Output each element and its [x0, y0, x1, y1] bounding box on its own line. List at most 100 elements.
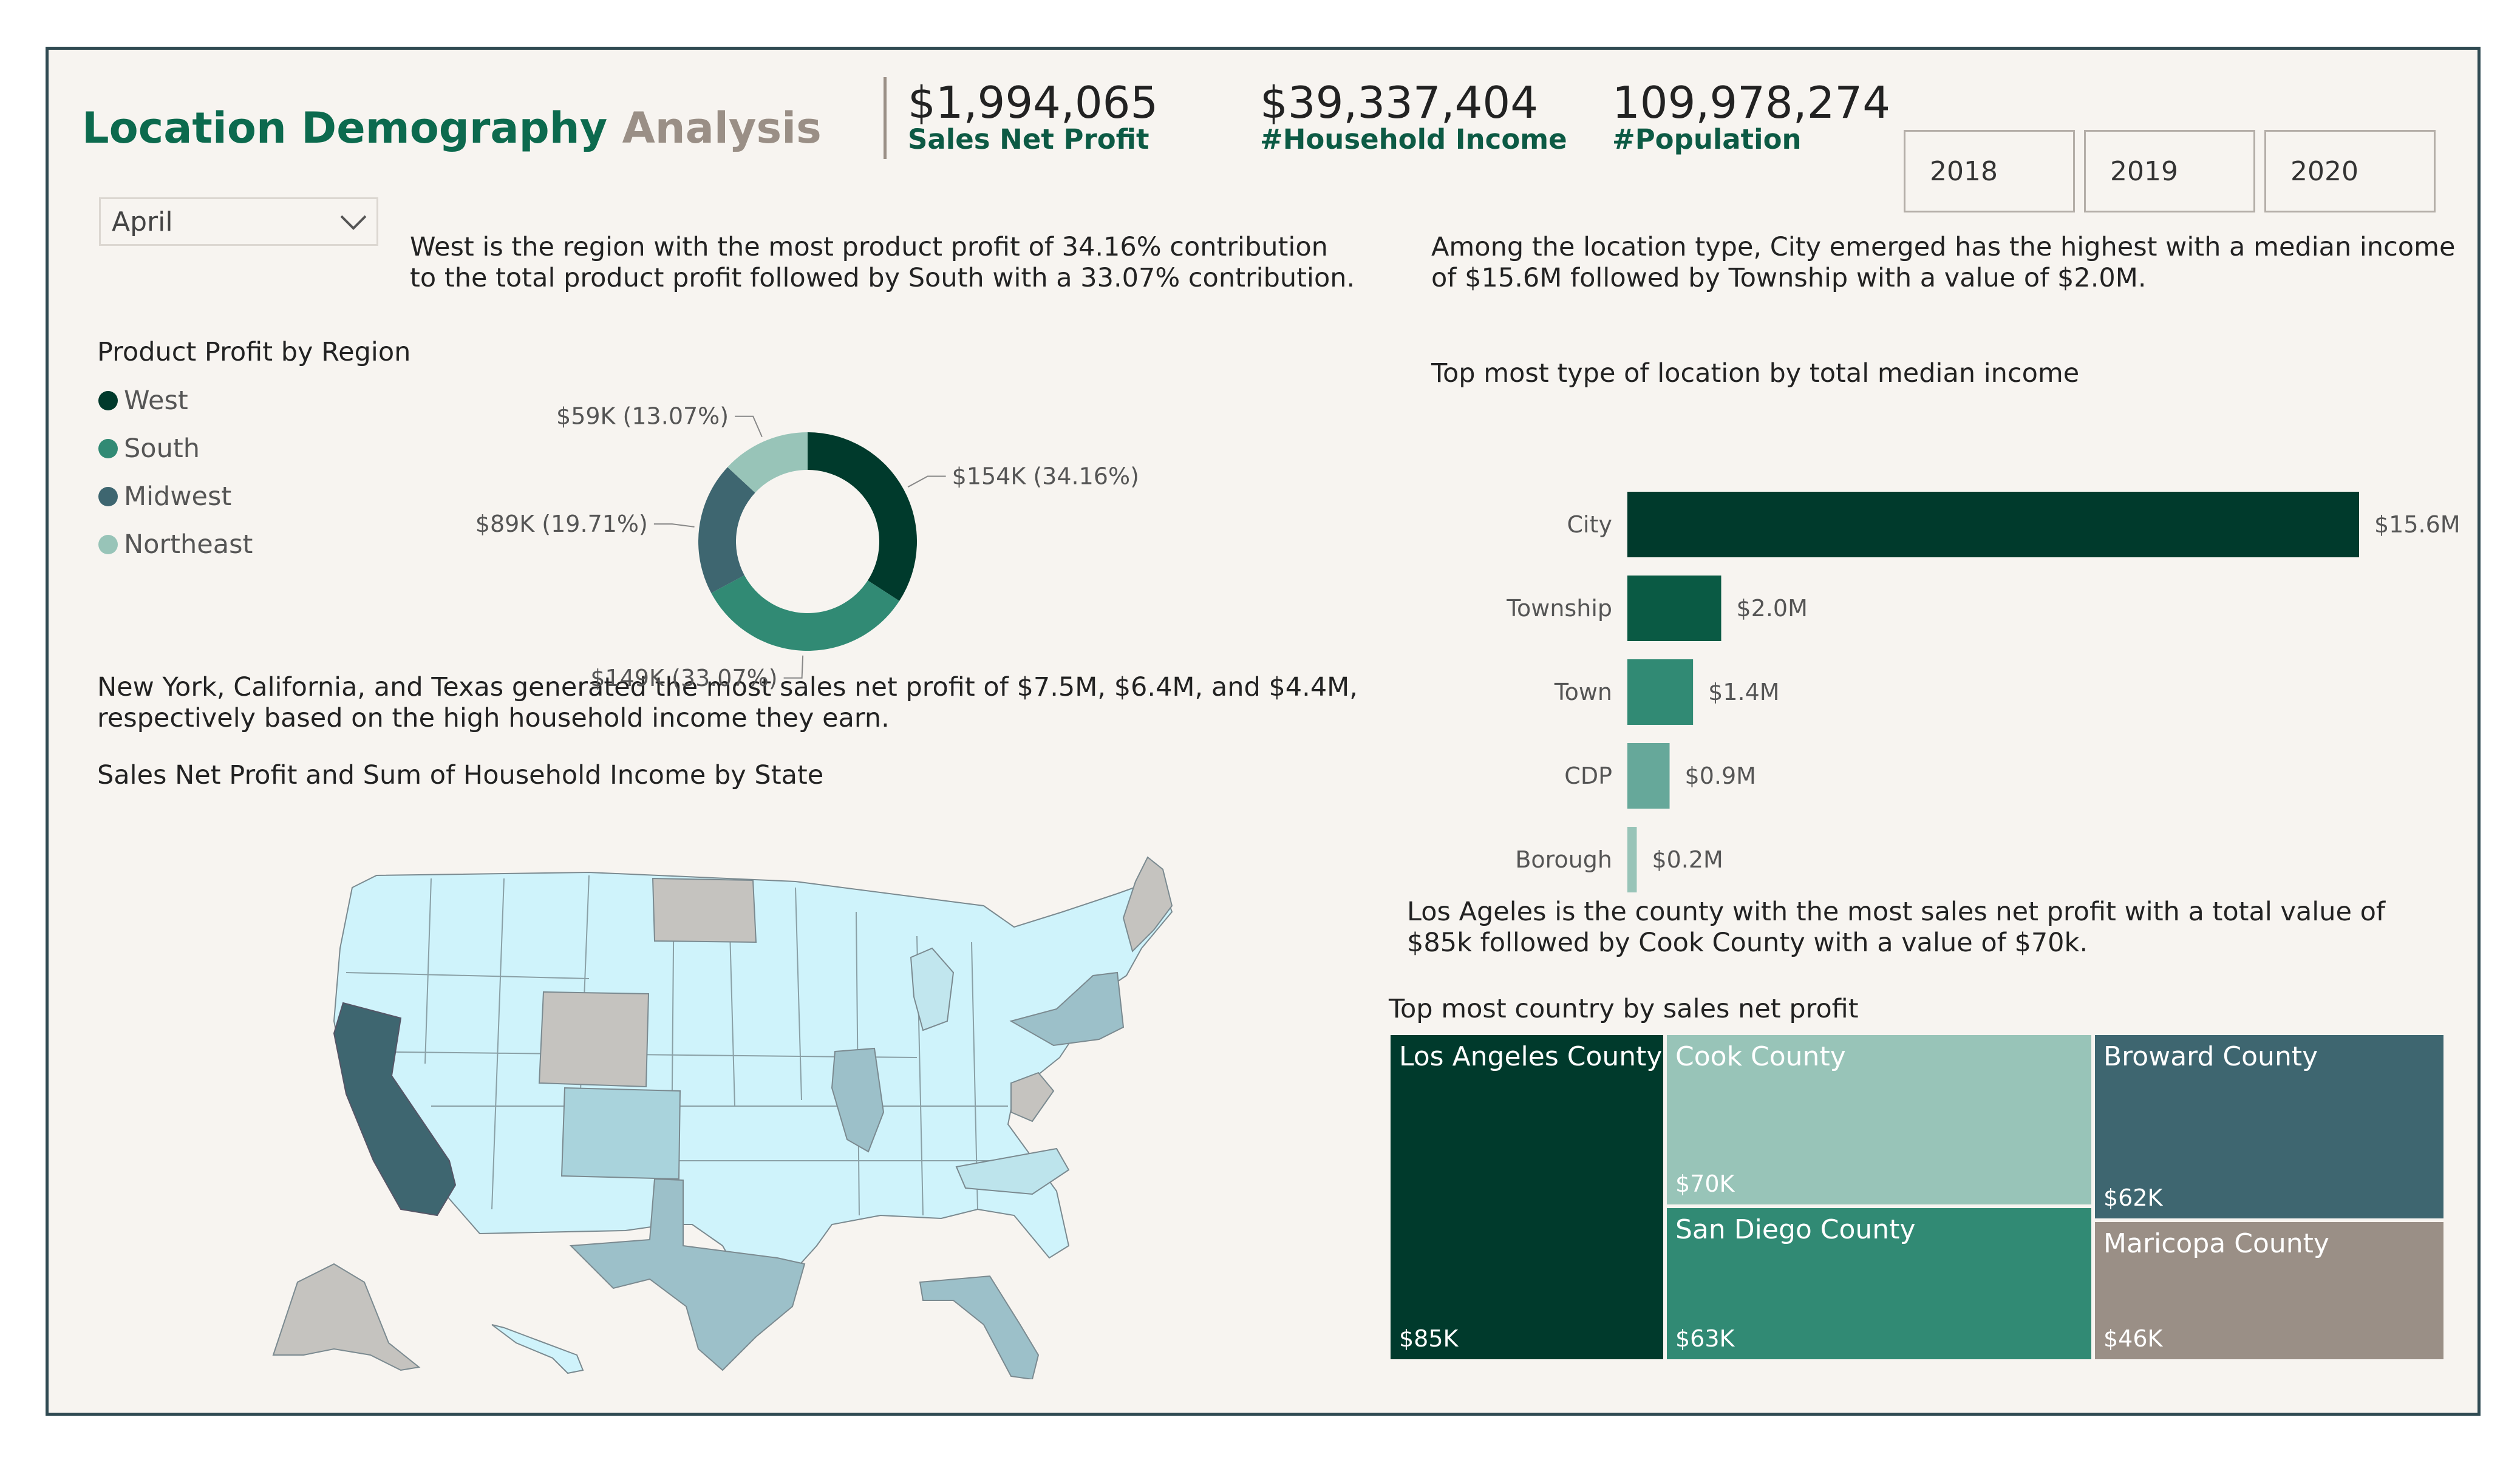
map-state-colorado[interactable]: [560, 1087, 681, 1180]
map-state-alaska[interactable]: [272, 1263, 421, 1371]
legend-marker: [98, 487, 118, 506]
legend-marker: [98, 535, 118, 554]
donut-data-label-midwest: $89K (19.71%): [475, 511, 648, 537]
year-button-2018[interactable]: 2018: [1904, 130, 2075, 212]
insight-region: West is the region with the most product…: [410, 232, 1355, 293]
donut-data-label-south: $149K (33.07%): [590, 665, 777, 691]
kpi-label: #Population: [1612, 123, 1802, 155]
treemap-cell-san-diego[interactable]: San Diego County $63K: [1665, 1206, 2093, 1361]
bar-city[interactable]: [1627, 492, 2359, 557]
kpi-sales-net-profit: $1,994,065 Sales Net Profit: [908, 77, 1158, 155]
legend-label: South: [124, 433, 200, 464]
legend-item-south[interactable]: South: [98, 433, 200, 464]
donut-leader-line: [735, 415, 763, 438]
legend-label: West: [124, 385, 188, 416]
kpi-population: 109,978,274 #Population: [1612, 77, 1890, 155]
us-state-map: [272, 856, 1173, 1379]
donut-data-label-northeast: $59K (13.07%): [556, 403, 729, 430]
chevron-down-icon: [340, 215, 367, 230]
month-dropdown[interactable]: April: [99, 197, 378, 246]
donut-leader-line: [653, 523, 695, 528]
treemap-cell-label: San Diego County: [1675, 1214, 1916, 1245]
kpi-value: $1,994,065: [908, 77, 1159, 128]
map-state-hawaii[interactable]: [491, 1324, 584, 1374]
treemap-cell-broward[interactable]: Broward County $62K: [2093, 1033, 2445, 1220]
map-state-illinois[interactable]: [831, 1047, 885, 1153]
donut-slice-south[interactable]: [711, 575, 900, 651]
legend-item-northeast[interactable]: Northeast: [98, 529, 253, 560]
map-state-michigan[interactable]: [910, 947, 955, 1031]
kpi-label: Sales Net Profit: [908, 123, 1149, 155]
month-dropdown-value: April: [112, 206, 173, 237]
treemap-chart: Los Angeles County $85K Cook County $70K…: [1389, 1033, 2445, 1361]
donut-slice-midwest[interactable]: [698, 467, 755, 593]
bar-category-label: Township: [1506, 595, 1612, 622]
kpi-value: $39,337,404: [1260, 77, 1539, 128]
donut-data-label-west: $154K (34.16%): [952, 463, 1139, 490]
bar-category-label: Town: [1554, 679, 1612, 705]
map-state-new-york[interactable]: [1009, 971, 1125, 1047]
map-state-maine[interactable]: [1122, 856, 1173, 953]
insight-location-type: Among the location type, City emerged ha…: [1431, 232, 2456, 293]
donut-chart: $154K (34.16%) $149K (33.07%) $89K (19.71%…: [475, 403, 1139, 691]
bar-data-label: $15.6M: [2374, 511, 2460, 538]
map-state-north-dakota[interactable]: [652, 877, 757, 943]
donut-slice-west[interactable]: [808, 432, 917, 601]
treemap-cell-value: $62K: [2103, 1184, 2163, 1211]
treemap-cell-value: $63K: [1675, 1325, 1735, 1352]
kpi-value: 109,978,274: [1612, 77, 1891, 128]
treemap-cell-label: Cook County: [1675, 1041, 1846, 1072]
map-state-florida[interactable]: [919, 1275, 1040, 1379]
kpi-label: #Household Income: [1260, 123, 1567, 155]
legend-label: Midwest: [124, 481, 232, 512]
bar-category-label: CDP: [1564, 762, 1612, 789]
bar-data-label: $0.9M: [1685, 762, 1756, 789]
legend-marker: [98, 439, 118, 458]
legend-item-west[interactable]: West: [98, 385, 188, 416]
bar-category-label: City: [1567, 511, 1612, 538]
kpi-household-income: $39,337,404 #Household Income: [1260, 77, 1567, 155]
title-main-part: Location Demography: [82, 103, 608, 153]
treemap-cell-label: Los Angeles County: [1399, 1041, 1663, 1072]
insight-state: New York, California, and Texas generate…: [97, 672, 1358, 733]
legend-marker: [98, 391, 118, 410]
bar-cdp[interactable]: [1627, 743, 1670, 809]
legend-label: Northeast: [124, 529, 253, 560]
treemap-cell-value: $70K: [1675, 1170, 1735, 1197]
map-state-west-virginia[interactable]: [1010, 1072, 1055, 1122]
donut-leader-line: [783, 655, 804, 679]
page-title: Location Demography Analysis: [82, 103, 822, 153]
treemap-cell-label: Maricopa County: [2103, 1228, 2329, 1259]
legend-item-midwest[interactable]: Midwest: [98, 481, 231, 512]
bar-data-label: $2.0M: [1736, 595, 1807, 622]
bar-category-label: Borough: [1515, 846, 1612, 873]
insight-county: Los Ageles is the county with the most s…: [1407, 897, 2386, 958]
bar-town[interactable]: [1627, 659, 1694, 725]
bar-borough[interactable]: [1627, 827, 1637, 892]
bar-chart: City $15.6M Township $2.0M Town $1.4M CDP $0.9M…: [1506, 492, 2460, 892]
year-button-2020[interactable]: 2020: [2264, 130, 2436, 212]
treemap-cell-los-angeles[interactable]: Los Angeles County $85K: [1389, 1033, 1665, 1361]
bar-data-label: $0.2M: [1652, 846, 1723, 873]
donut-leader-line: [907, 475, 946, 488]
bar-data-label: $1.4M: [1708, 679, 1779, 705]
bar-township[interactable]: [1627, 576, 1721, 641]
dashboard-frame: Location Demography Analysis $1,994,065 …: [46, 47, 2481, 1416]
treemap-cell-cook[interactable]: Cook County $70K: [1665, 1033, 2093, 1206]
treemap-cell-value: $46K: [2103, 1325, 2163, 1352]
map-state-california[interactable]: [333, 1002, 457, 1217]
map-state-north-carolina[interactable]: [955, 1147, 1070, 1195]
year-button-2019[interactable]: 2019: [2084, 130, 2255, 212]
map-chart-title: Sales Net Profit and Sum of Household In…: [97, 760, 824, 790]
header-divider: [884, 77, 887, 159]
map-state-texas[interactable]: [569, 1178, 806, 1371]
donut-chart-title: Product Profit by Region: [97, 337, 411, 367]
treemap-cell-label: Broward County: [2103, 1041, 2318, 1072]
bar-chart-title: Top most type of location by total media…: [1431, 358, 2080, 389]
treemap-title: Top most country by sales net profit: [1389, 994, 1859, 1024]
treemap-cell-maricopa[interactable]: Maricopa County $46K: [2093, 1220, 2445, 1361]
treemap-cell-value: $85K: [1399, 1325, 1459, 1352]
map-state-wyoming[interactable]: [538, 991, 650, 1088]
donut-slice-northeast[interactable]: [727, 432, 808, 493]
title-accent-part: Analysis: [622, 103, 822, 153]
